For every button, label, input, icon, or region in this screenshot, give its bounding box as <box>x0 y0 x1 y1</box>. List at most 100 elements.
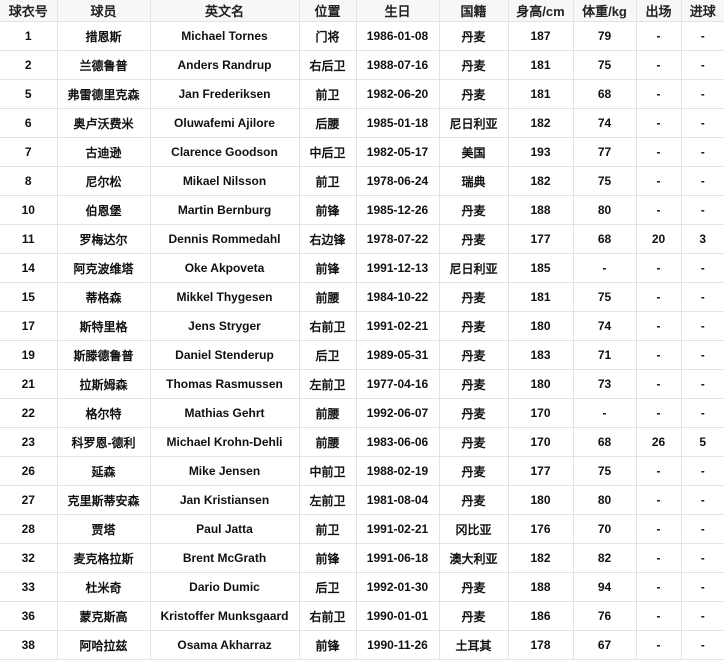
cell-player: 伯恩堡 <box>56 195 151 225</box>
cell-position: 后腰 <box>298 108 357 138</box>
cell-weight: 68 <box>572 427 637 457</box>
cell-appearances: - <box>635 50 682 80</box>
cell-number: 7 <box>0 137 58 167</box>
cell-number: 2 <box>0 50 58 80</box>
cell-birthday: 1981-08-04 <box>355 485 440 515</box>
cell-position: 右前卫 <box>298 601 357 631</box>
header-weight: 体重/kg <box>572 0 637 22</box>
cell-birthday: 1985-12-26 <box>355 195 440 225</box>
header-player: 球员 <box>56 0 151 22</box>
cell-appearances: 26 <box>635 427 682 457</box>
cell-number: 11 <box>0 224 58 254</box>
cell-goals: - <box>680 601 724 631</box>
cell-position: 中前卫 <box>298 456 357 486</box>
cell-weight: 73 <box>572 369 637 399</box>
cell-english-name: Oke Akpoveta <box>149 253 300 283</box>
table-row: 5 弗雷德里克森 Jan Frederiksen 前卫 1982-06-20 丹麦 181 6… <box>0 79 724 109</box>
cell-weight: 75 <box>572 166 637 196</box>
cell-appearances: - <box>635 485 682 515</box>
cell-position: 中后卫 <box>298 137 357 167</box>
cell-birthday: 1990-01-01 <box>355 601 440 631</box>
cell-player: 兰德鲁普 <box>56 50 151 80</box>
cell-birthday: 1982-06-20 <box>355 79 440 109</box>
cell-number: 33 <box>0 572 58 602</box>
header-height: 身高/cm <box>507 0 574 22</box>
cell-position: 前腰 <box>298 427 357 457</box>
header-appearances: 出场 <box>635 0 682 22</box>
cell-goals: - <box>680 50 724 80</box>
cell-nationality: 尼日利亚 <box>438 108 509 138</box>
cell-player: 格尔特 <box>56 398 151 428</box>
cell-height: 180 <box>507 311 574 341</box>
cell-english-name: Jan Kristiansen <box>149 485 300 515</box>
cell-player: 奥卢沃费米 <box>56 108 151 138</box>
header-number: 球衣号 <box>0 0 58 22</box>
cell-goals: - <box>680 630 724 660</box>
cell-number: 22 <box>0 398 58 428</box>
cell-appearances: - <box>635 79 682 109</box>
cell-nationality: 冈比亚 <box>438 514 509 544</box>
table-row: 23 科罗恩-德利 Michael Krohn-Dehli 前腰 1983-06-06 丹… <box>0 427 724 457</box>
cell-nationality: 丹麦 <box>438 340 509 370</box>
cell-height: 181 <box>507 79 574 109</box>
cell-english-name: Mikael Nilsson <box>149 166 300 196</box>
cell-nationality: 丹麦 <box>438 369 509 399</box>
header-nationality: 国籍 <box>438 0 509 22</box>
cell-player: 蒙克斯高 <box>56 601 151 631</box>
cell-nationality: 瑞典 <box>438 166 509 196</box>
cell-goals: - <box>680 282 724 312</box>
cell-height: 178 <box>507 630 574 660</box>
cell-appearances: - <box>635 572 682 602</box>
cell-number: 23 <box>0 427 58 457</box>
cell-height: 180 <box>507 369 574 399</box>
cell-position: 前卫 <box>298 514 357 544</box>
cell-position: 门将 <box>298 21 357 51</box>
cell-birthday: 1988-02-19 <box>355 456 440 486</box>
cell-player: 罗梅达尔 <box>56 224 151 254</box>
cell-height: 177 <box>507 224 574 254</box>
cell-appearances: - <box>635 601 682 631</box>
cell-appearances: - <box>635 137 682 167</box>
cell-appearances: - <box>635 340 682 370</box>
cell-position: 前卫 <box>298 166 357 196</box>
cell-number: 17 <box>0 311 58 341</box>
cell-birthday: 1985-01-18 <box>355 108 440 138</box>
cell-number: 15 <box>0 282 58 312</box>
cell-english-name: Paul Jatta <box>149 514 300 544</box>
cell-number: 27 <box>0 485 58 515</box>
cell-player: 克里斯蒂安森 <box>56 485 151 515</box>
table-row: 26 延森 Mike Jensen 中前卫 1988-02-19 丹麦 177 75- - <box>0 456 724 486</box>
cell-nationality: 丹麦 <box>438 224 509 254</box>
cell-nationality: 丹麦 <box>438 311 509 341</box>
table-row: 22 格尔特 Mathias Gehrt 前腰 1992-06-07 丹麦 170- - - <box>0 398 724 428</box>
cell-height: 182 <box>507 108 574 138</box>
cell-position: 后卫 <box>298 340 357 370</box>
cell-number: 38 <box>0 630 58 660</box>
cell-weight: 80 <box>572 195 637 225</box>
cell-number: 14 <box>0 253 58 283</box>
cell-english-name: Osama Akharraz <box>149 630 300 660</box>
cell-goals: - <box>680 398 724 428</box>
cell-weight: 75 <box>572 50 637 80</box>
cell-position: 左前卫 <box>298 485 357 515</box>
cell-goals: - <box>680 21 724 51</box>
cell-player: 古迪逊 <box>56 137 151 167</box>
cell-player: 贾塔 <box>56 514 151 544</box>
cell-weight: 74 <box>572 311 637 341</box>
table-row: 28 贾塔 Paul Jatta 前卫 1991-02-21 冈比亚 176 70- - <box>0 514 724 544</box>
cell-birthday: 1983-06-06 <box>355 427 440 457</box>
cell-appearances: - <box>635 195 682 225</box>
cell-weight: 75 <box>572 282 637 312</box>
cell-weight: 70 <box>572 514 637 544</box>
table-row: 6 奥卢沃费米 Oluwafemi Ajilore 后腰 1985-01-18 尼日利亚 1… <box>0 108 724 138</box>
cell-weight: 77 <box>572 137 637 167</box>
table-row: 8 尼尔松 Mikael Nilsson 前卫 1978-06-24 瑞典 182 75- - <box>0 166 724 196</box>
cell-english-name: Mike Jensen <box>149 456 300 486</box>
cell-nationality: 丹麦 <box>438 485 509 515</box>
cell-weight: 74 <box>572 108 637 138</box>
table-row: 19 斯滕德鲁普 Daniel Stenderup 后卫 1989-05-31 丹麦 183… <box>0 340 724 370</box>
cell-birthday: 1991-12-13 <box>355 253 440 283</box>
cell-height: 177 <box>507 456 574 486</box>
cell-weight: 68 <box>572 79 637 109</box>
